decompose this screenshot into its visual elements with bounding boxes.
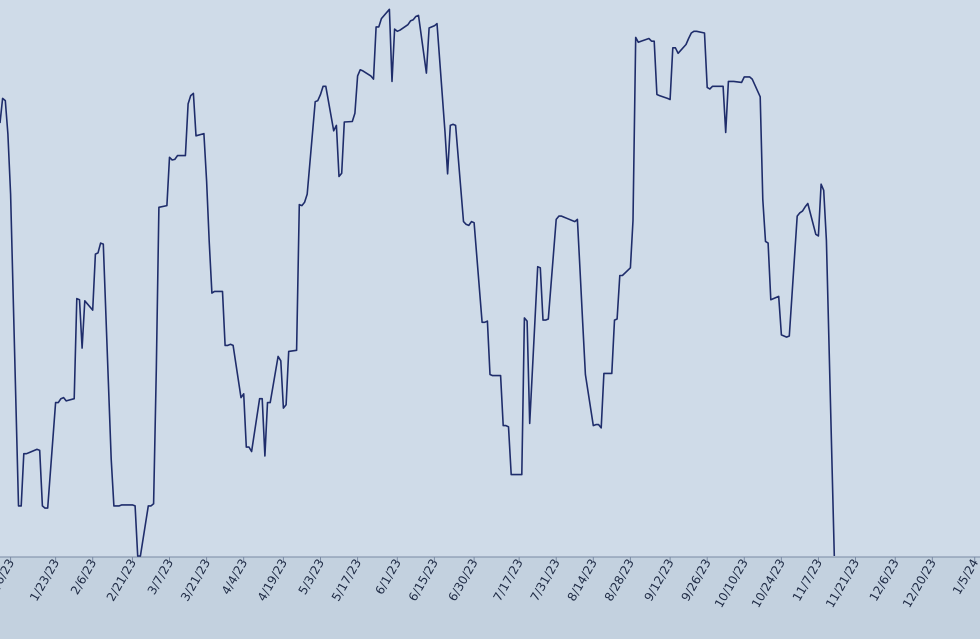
- plot-background: [0, 0, 980, 557]
- series-layer: [0, 8, 836, 557]
- x-axis-band: [0, 557, 980, 639]
- series-line-0: [0, 8, 836, 557]
